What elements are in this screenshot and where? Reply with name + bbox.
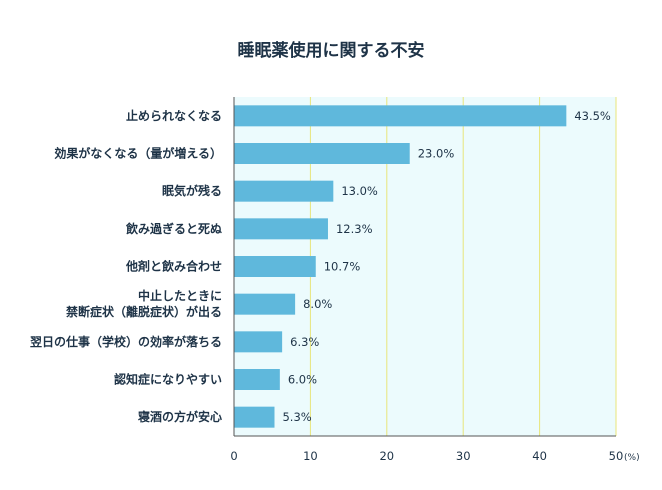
x-tick-label: 0 xyxy=(230,449,237,463)
value-label: 12.3% xyxy=(336,222,373,236)
bar xyxy=(234,369,280,390)
bar xyxy=(234,143,410,164)
value-label: 5.3% xyxy=(282,410,311,424)
category-label: 認知症になりやすい xyxy=(114,372,222,387)
bar xyxy=(234,256,316,277)
category-label: 寝酒の方が安心 xyxy=(138,409,222,424)
category-label: 翌日の仕事（学校）の効率が落ちる xyxy=(30,334,222,349)
x-axis: 0 10 20 30 40 50 (%) xyxy=(230,97,640,463)
x-axis-unit: (%) xyxy=(624,453,640,463)
value-label: 6.0% xyxy=(288,373,317,387)
value-labels: 43.5% 23.0% 13.0% 12.3% 10.7% 8.0% 6.3% 6.0% 5.3… xyxy=(282,109,610,424)
category-label: 中止したときに禁断症状（離脱症状）が出る xyxy=(66,288,222,319)
x-tick-label: 30 xyxy=(456,449,471,463)
category-label: 眠気が残る xyxy=(162,183,222,198)
x-tick-label: 10 xyxy=(303,449,318,463)
x-tick-label: 20 xyxy=(379,449,394,463)
bar xyxy=(234,293,296,315)
bar xyxy=(234,180,334,202)
bar xyxy=(234,331,283,353)
value-label: 43.5% xyxy=(574,109,611,123)
bar xyxy=(234,105,567,127)
bar xyxy=(234,406,275,428)
value-label: 6.3% xyxy=(290,335,319,349)
x-tick-label: 40 xyxy=(532,449,547,463)
value-label: 8.0% xyxy=(303,297,332,311)
bar xyxy=(234,218,328,240)
value-label: 10.7% xyxy=(324,260,361,274)
bars xyxy=(234,105,567,428)
category-label: 飲み過ぎると死ぬ xyxy=(125,221,222,236)
category-label: 効果がなくなる（量が増える） xyxy=(54,146,222,161)
x-tick-label: 50 xyxy=(609,449,624,463)
category-label: 他剤と飲み合わせ xyxy=(125,259,222,274)
value-label: 23.0% xyxy=(418,147,455,161)
category-label: 止められなくなる xyxy=(126,108,222,123)
chart-title: 睡眠薬使用に関する不安 xyxy=(237,41,425,61)
value-label: 13.0% xyxy=(341,184,378,198)
